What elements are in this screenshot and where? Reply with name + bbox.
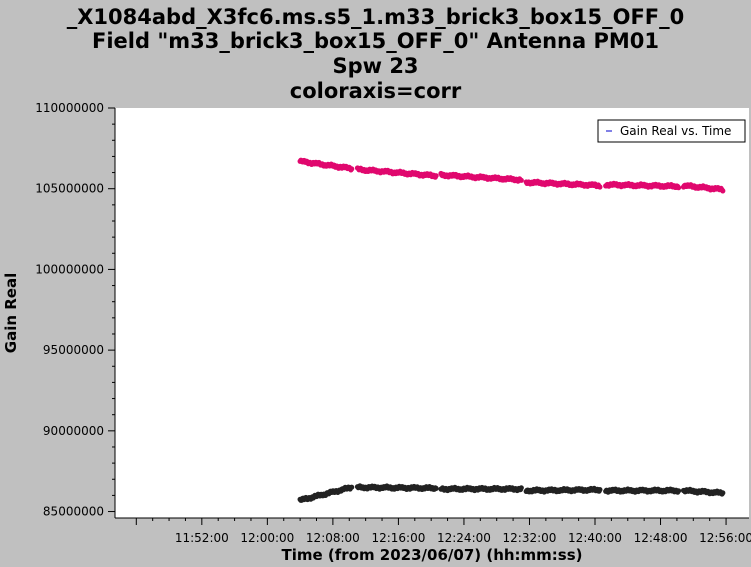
data-point	[518, 177, 524, 183]
y-tick-label: 85000000	[43, 505, 104, 519]
chart-title-line-3: Spw 23	[332, 54, 419, 78]
data-point	[676, 488, 682, 494]
y-axis: 85000000 90000000 95000000 100000000 1050000…	[35, 101, 116, 519]
plot-area	[115, 108, 749, 518]
data-point	[720, 188, 726, 194]
chart-title-line-1: _X1084abd_X3fc6.ms.s5_1.m33_brick3_box15…	[66, 5, 685, 29]
y-tick-label: 95000000	[43, 343, 104, 357]
y-tick-label: 105000000	[35, 182, 104, 196]
data-point	[518, 485, 524, 491]
x-tick-label: 12:56:00	[699, 531, 751, 545]
data-point	[433, 485, 439, 491]
y-axis-title: Gain Real	[2, 273, 20, 353]
y-tick-label: 100000000	[35, 262, 104, 276]
x-tick-label: 12:00:00	[240, 531, 294, 545]
y-tick-label: 110000000	[35, 101, 104, 115]
y-tick-label: 90000000	[43, 424, 104, 438]
x-tick-label: 12:40:00	[568, 531, 622, 545]
data-point	[433, 173, 439, 179]
chart-title-line-2: Field "m33_brick3_box15_OFF_0" Antenna P…	[92, 29, 659, 53]
data-point	[597, 487, 603, 493]
x-axis-title: Time (from 2023/06/07) (hh:mm:ss)	[281, 546, 582, 564]
x-axis: 11:52:00 12:00:00 12:08:00 12:16:00 12:24:00…	[115, 517, 751, 545]
x-tick-label: 12:24:00	[437, 531, 491, 545]
data-point	[349, 166, 355, 172]
x-tick-label: 12:32:00	[503, 531, 557, 545]
x-tick-label: 12:48:00	[634, 531, 688, 545]
x-tick-label: 12:08:00	[306, 531, 360, 545]
data-points	[297, 157, 726, 503]
legend-label: Gain Real vs. Time	[620, 124, 731, 138]
data-point	[676, 185, 682, 191]
x-tick-label: 11:52:00	[175, 531, 229, 545]
x-tick-label: 12:16:00	[371, 531, 425, 545]
data-point	[597, 184, 603, 190]
legend-box	[597, 119, 746, 143]
legend: Gain Real vs. Time	[597, 119, 746, 143]
data-point	[720, 490, 726, 496]
chart-title-line-4: coloraxis=corr	[289, 79, 462, 103]
data-point	[349, 484, 355, 490]
